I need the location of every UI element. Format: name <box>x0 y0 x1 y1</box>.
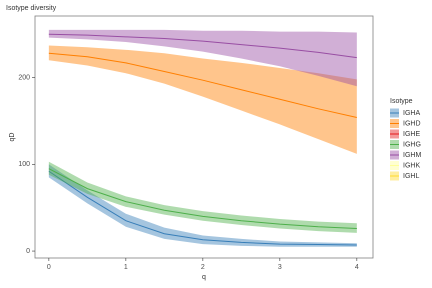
y-axis-label: qD <box>9 133 16 142</box>
confidence-band <box>48 164 357 247</box>
line <box>48 168 357 230</box>
confidence-band <box>48 29 357 87</box>
confidence-band <box>48 45 357 154</box>
x-tick-label: 4 <box>355 264 359 271</box>
legend-label: IGHL <box>403 173 419 180</box>
x-axis-label: q <box>202 274 206 281</box>
x-tick-label: 1 <box>124 264 128 271</box>
x-tick-label: 3 <box>278 264 282 271</box>
line <box>48 52 357 118</box>
x-tick-label: 2 <box>201 264 205 271</box>
line <box>48 33 357 59</box>
legend-label: IGHD <box>403 120 421 127</box>
y-tick-label: 0 <box>26 248 30 255</box>
legend-title: Isotype <box>390 98 413 105</box>
legend-label: IGHK <box>403 162 420 169</box>
x-tick-label: 0 <box>47 264 51 271</box>
confidence-band <box>48 161 357 233</box>
line <box>48 170 357 246</box>
legend-label: IGHG <box>403 141 421 148</box>
legend-label: IGHA <box>403 110 420 117</box>
panel <box>34 15 374 259</box>
chart-title: Isotype diversity <box>6 5 57 12</box>
y-tick-label: 200 <box>18 74 30 81</box>
legend-label: IGHE <box>403 131 420 138</box>
y-tick-label: 100 <box>18 161 30 168</box>
legend-label: IGHM <box>403 152 421 159</box>
